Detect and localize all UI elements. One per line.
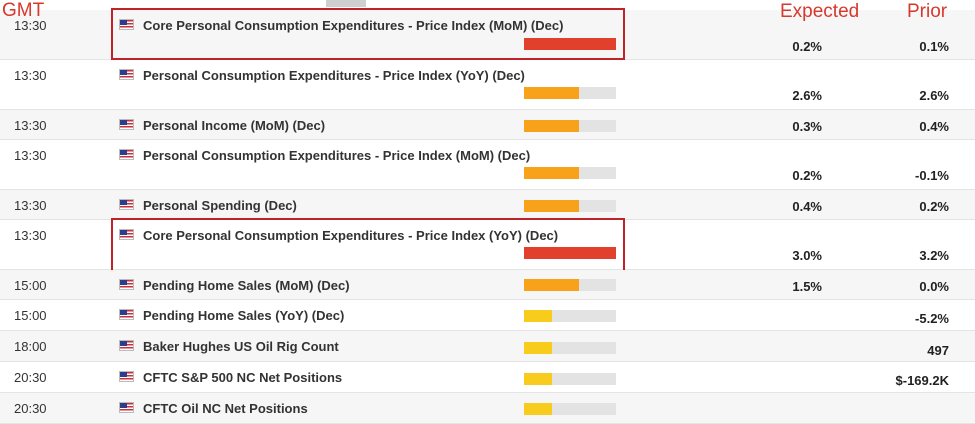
expected-value: 0.3%	[792, 119, 822, 134]
event-name-link[interactable]: Personal Income (MoM) (Dec)	[143, 118, 326, 133]
table-row[interactable]: 13:30 Personal Spending (Dec) 0.4% 0.2%	[0, 190, 975, 220]
us-flag-icon	[119, 309, 134, 320]
impact-bar-fill	[524, 167, 579, 179]
table-row[interactable]: 13:30 Personal Consumption Expenditures -…	[0, 60, 975, 110]
impact-bar-fill	[524, 342, 552, 354]
impact-bar-fill	[524, 403, 552, 415]
event-time: 15:00	[14, 308, 47, 323]
expected-value: 0.2%	[792, 168, 822, 183]
event-time: 13:30	[14, 148, 47, 163]
event-time: 20:30	[14, 401, 47, 416]
event-name-link[interactable]: Core Personal Consumption Expenditures -…	[143, 18, 564, 33]
event-name-link[interactable]: CFTC S&P 500 NC Net Positions	[143, 370, 343, 385]
us-flag-icon	[119, 199, 134, 210]
event-time: 13:30	[14, 228, 47, 243]
impact-bar	[524, 373, 616, 385]
prior-value: 0.2%	[919, 199, 949, 214]
event-name-link[interactable]: Pending Home Sales (YoY) (Dec)	[143, 308, 345, 323]
impact-bar	[524, 200, 616, 212]
event-name-link[interactable]: Personal Spending (Dec)	[143, 198, 297, 213]
impact-bar	[524, 167, 616, 179]
impact-bar-fill	[524, 120, 579, 132]
expected-header: Expected	[780, 1, 860, 22]
event-time: 18:00	[14, 339, 47, 354]
prior-value: 0.0%	[919, 279, 949, 294]
highlight-box	[111, 8, 625, 60]
table-row[interactable]: 15:00 Pending Home Sales (YoY) (Dec) -5.2%	[0, 300, 975, 331]
event-time: 13:30	[14, 18, 47, 33]
impact-bar	[524, 403, 616, 415]
impact-bar-fill	[524, 373, 552, 385]
impact-bar-fill	[524, 279, 579, 291]
prior-value: -5.2%	[915, 311, 949, 326]
impact-bar-fill	[524, 38, 616, 50]
event-name-link[interactable]: Personal Consumption Expenditures - Pric…	[143, 148, 531, 163]
event-name-link[interactable]: Core Personal Consumption Expenditures -…	[143, 228, 559, 243]
event-time: 13:30	[14, 118, 47, 133]
scroll-remnant-bar	[326, 0, 366, 7]
table-row[interactable]: 13:30 Personal Income (MoM) (Dec) 0.3% 0.4%	[0, 110, 975, 140]
table-row[interactable]: 18:00 Baker Hughes US Oil Rig Count 497	[0, 331, 975, 362]
event-name-link[interactable]: Pending Home Sales (MoM) (Dec)	[143, 278, 350, 293]
impact-bar-fill	[524, 310, 552, 322]
prior-value: 0.1%	[919, 39, 949, 54]
impact-bar	[524, 87, 616, 99]
us-flag-icon	[119, 371, 134, 382]
table-row[interactable]: 20:30 CFTC Oil NC Net Positions	[0, 393, 975, 424]
table-row[interactable]: 13:30 Personal Consumption Expenditures -…	[0, 140, 975, 190]
expected-value: 0.2%	[792, 39, 822, 54]
expected-value: 3.0%	[792, 248, 822, 263]
table-row[interactable]: 20:30 CFTC S&P 500 NC Net Positions $-169.…	[0, 362, 975, 393]
prior-header: Prior	[907, 1, 948, 22]
us-flag-icon	[119, 69, 134, 80]
table-row[interactable]: 13:30 Core Personal Consumption Expenditu…	[0, 220, 975, 270]
expected-value: 0.4%	[792, 199, 822, 214]
prior-value: 0.4%	[919, 119, 949, 134]
prior-value: 3.2%	[919, 248, 949, 263]
impact-bar	[524, 120, 616, 132]
expected-value: 1.5%	[792, 279, 822, 294]
event-name-link[interactable]: Baker Hughes US Oil Rig Count	[143, 339, 339, 354]
us-flag-icon	[119, 279, 134, 290]
impact-bar-fill	[524, 200, 579, 212]
us-flag-icon	[119, 149, 134, 160]
impact-bar	[524, 342, 616, 354]
us-flag-icon	[119, 229, 134, 240]
us-flag-icon	[119, 119, 134, 130]
impact-bar-fill	[524, 87, 579, 99]
highlight-box	[111, 218, 625, 272]
impact-bar	[524, 279, 616, 291]
event-time: 13:30	[14, 198, 47, 213]
prior-value: 497	[927, 343, 949, 358]
prior-value: $-169.2K	[895, 373, 949, 388]
us-flag-icon	[119, 340, 134, 351]
table-row[interactable]: 15:00 Pending Home Sales (MoM) (Dec) 1.5% 0…	[0, 270, 975, 300]
impact-bar	[524, 38, 616, 50]
prior-value: -0.1%	[915, 168, 949, 183]
prior-value: 2.6%	[919, 88, 949, 103]
expected-value: 2.6%	[792, 88, 822, 103]
impact-bar	[524, 310, 616, 322]
us-flag-icon	[119, 19, 134, 30]
gmt-header: GMT	[2, 0, 45, 21]
event-time: 20:30	[14, 370, 47, 385]
event-name-link[interactable]: CFTC Oil NC Net Positions	[143, 401, 308, 416]
event-time: 15:00	[14, 278, 47, 293]
event-name-link[interactable]: Personal Consumption Expenditures - Pric…	[143, 68, 525, 83]
event-time: 13:30	[14, 68, 47, 83]
impact-bar-fill	[524, 247, 616, 259]
impact-bar	[524, 247, 616, 259]
table-row[interactable]: 13:30 Core Personal Consumption Expenditu…	[0, 10, 975, 60]
